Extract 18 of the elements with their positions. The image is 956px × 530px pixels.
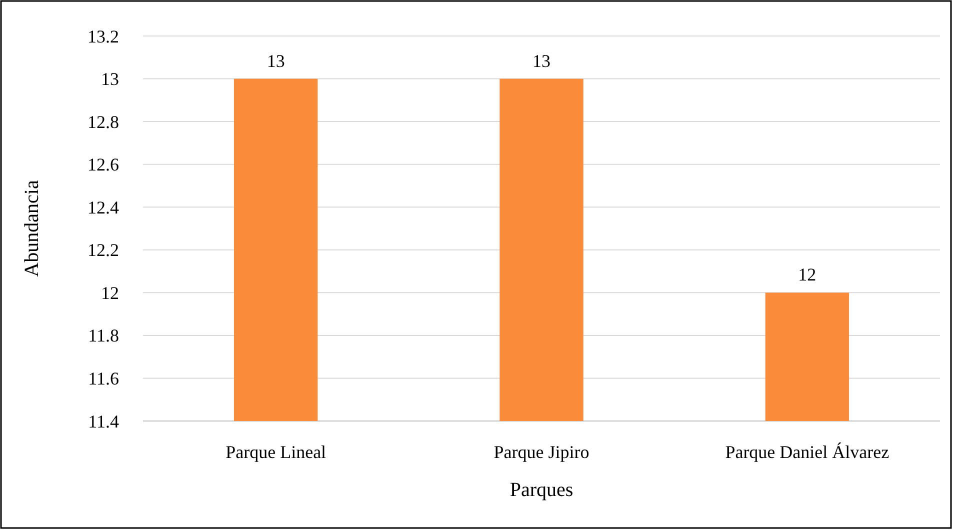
x-axis-title: Parques (510, 479, 574, 501)
y-tick-label: 11.8 (88, 326, 119, 346)
x-tick-label: Parque Lineal (226, 442, 326, 462)
y-tick-label: 11.4 (88, 411, 119, 432)
data-label: 13 (532, 50, 550, 71)
y-tick-label: 11.6 (88, 368, 119, 389)
data-label: 13 (266, 50, 285, 71)
y-tick-label: 12.2 (88, 240, 119, 260)
y-tick-label: 13.2 (88, 26, 119, 46)
y-axis-title: Abundancia (21, 180, 43, 277)
data-label: 12 (798, 264, 816, 285)
y-tick-label: 12.8 (88, 112, 119, 132)
y-tick-label: 12 (101, 282, 119, 303)
y-tick-label: 13 (101, 69, 119, 90)
x-tick-label: Parque Daniel Álvarez (725, 442, 890, 462)
y-tick-label: 12.4 (88, 197, 119, 218)
y-tick-label: 12.6 (88, 154, 119, 175)
x-tick-label: Parque Jipiro (494, 442, 590, 462)
